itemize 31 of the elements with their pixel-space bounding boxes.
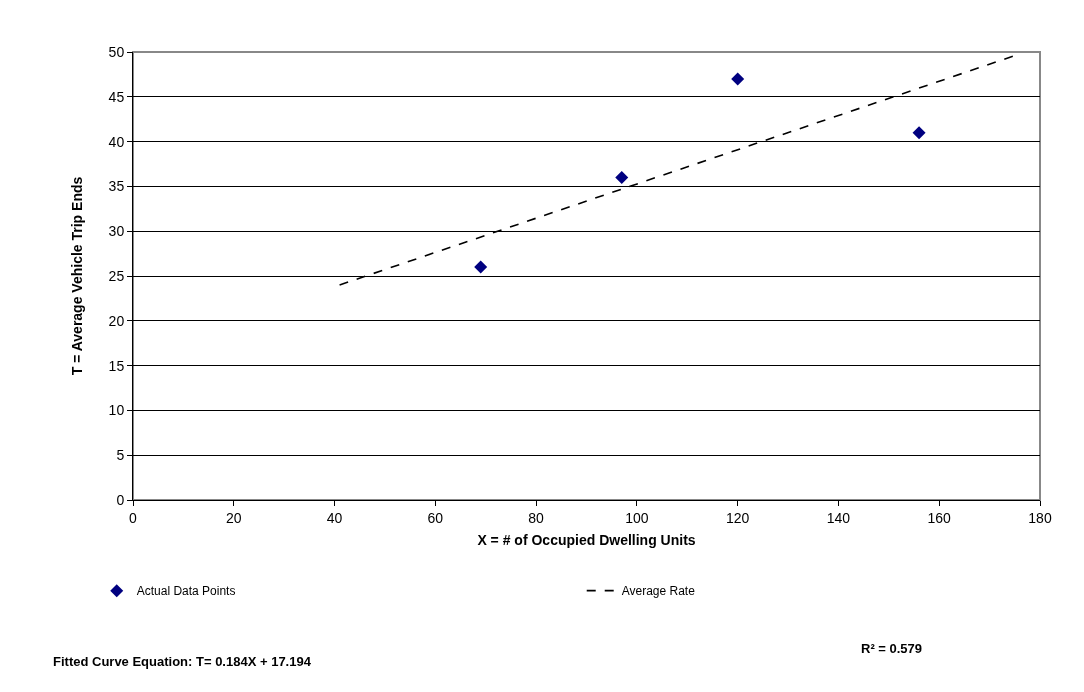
y-tick-label: 5 (116, 447, 125, 464)
point (615, 170, 629, 184)
x-tick-label: 0 (129, 509, 138, 526)
x-tick-label: 20 (225, 509, 242, 526)
y-tick-label: 50 (108, 43, 125, 60)
y-tick-label: 35 (108, 178, 125, 195)
point (912, 126, 926, 140)
legend-label: Average Rate (621, 584, 696, 599)
point (474, 260, 488, 274)
x-tick-label: 100 (625, 509, 649, 526)
y-tick-label: 25 (108, 267, 125, 284)
y-tick-label: 45 (108, 88, 125, 105)
y-tick-label: 40 (108, 133, 125, 150)
y-axis-title: T = Average Vehicle Trip Ends (69, 176, 86, 376)
x-axis-title: X = # of Occupied Dwelling Units (477, 532, 696, 549)
y-tick-label: 20 (108, 312, 125, 329)
y-tick-label: 10 (108, 402, 125, 419)
y-tick-label: 30 (108, 223, 125, 240)
x-tick-label: 140 (826, 509, 851, 526)
text: R² = 0.579 (861, 641, 923, 656)
x-tick-label: 40 (326, 509, 343, 526)
x-tick-label: 180 (1028, 509, 1052, 526)
y-tick-label: 15 (108, 357, 125, 374)
x-tick-label: 160 (927, 509, 952, 526)
x-tick-label: 80 (528, 509, 545, 526)
y-tick-label: 0 (116, 491, 125, 508)
x-tick-label: 60 (427, 509, 444, 526)
legend-label: Actual Data Points (136, 584, 236, 599)
x-tick-label: 120 (725, 509, 750, 526)
point (731, 72, 745, 86)
text: Fitted Curve Equation: T= 0.184X + 17.194 (53, 654, 312, 669)
